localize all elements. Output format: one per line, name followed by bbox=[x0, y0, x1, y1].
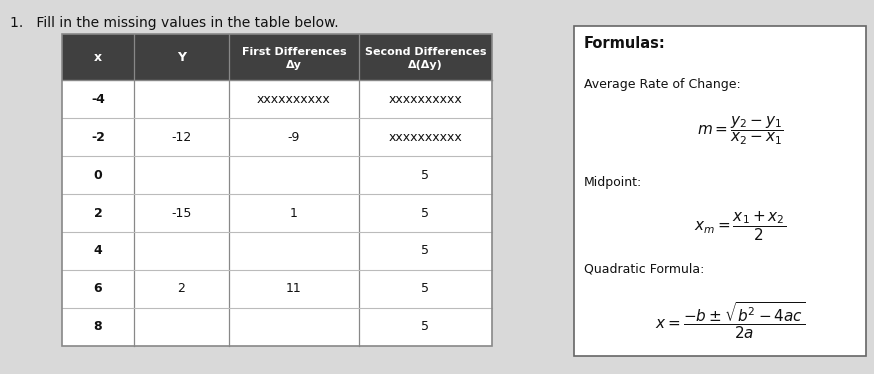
Bar bbox=[62, 34, 492, 80]
Bar bbox=[574, 26, 866, 356]
Text: 1: 1 bbox=[290, 206, 298, 220]
Text: Quadratic Formula:: Quadratic Formula: bbox=[584, 262, 704, 275]
Text: 5: 5 bbox=[421, 282, 429, 295]
Text: 8: 8 bbox=[94, 321, 102, 334]
Text: 4: 4 bbox=[94, 245, 102, 258]
Text: -15: -15 bbox=[171, 206, 191, 220]
Text: Formulas:: Formulas: bbox=[584, 36, 666, 51]
Text: -12: -12 bbox=[171, 131, 191, 144]
Text: 2: 2 bbox=[94, 206, 102, 220]
Text: xxxxxxxxxx: xxxxxxxxxx bbox=[257, 92, 331, 105]
Text: x: x bbox=[94, 50, 102, 64]
Text: First Differences: First Differences bbox=[242, 47, 346, 57]
Text: Average Rate of Change:: Average Rate of Change: bbox=[584, 78, 741, 91]
Bar bbox=[62, 34, 492, 346]
Text: 5: 5 bbox=[421, 169, 429, 181]
Text: 11: 11 bbox=[286, 282, 302, 295]
Text: -2: -2 bbox=[91, 131, 105, 144]
Text: 2: 2 bbox=[177, 282, 185, 295]
Text: 1.   Fill in the missing values in the table below.: 1. Fill in the missing values in the tab… bbox=[10, 16, 338, 30]
Text: Second Differences: Second Differences bbox=[364, 47, 486, 57]
Text: 0: 0 bbox=[94, 169, 102, 181]
Text: $m = \dfrac{y_2 - y_1}{x_2 - x_1}$: $m = \dfrac{y_2 - y_1}{x_2 - x_1}$ bbox=[697, 115, 783, 147]
Text: xxxxxxxxxx: xxxxxxxxxx bbox=[389, 92, 462, 105]
Text: $x = \dfrac{-b \pm \sqrt{b^2 - 4ac}}{2a}$: $x = \dfrac{-b \pm \sqrt{b^2 - 4ac}}{2a}… bbox=[655, 301, 805, 341]
Bar bbox=[62, 34, 492, 346]
Text: -4: -4 bbox=[91, 92, 105, 105]
Text: 5: 5 bbox=[421, 321, 429, 334]
Text: xxxxxxxxxx: xxxxxxxxxx bbox=[389, 131, 462, 144]
Text: 5: 5 bbox=[421, 245, 429, 258]
Text: 6: 6 bbox=[94, 282, 102, 295]
Text: Y: Y bbox=[177, 50, 186, 64]
Text: -9: -9 bbox=[288, 131, 300, 144]
Text: 5: 5 bbox=[421, 206, 429, 220]
Text: Midpoint:: Midpoint: bbox=[584, 176, 642, 189]
Text: Δ(Δy): Δ(Δy) bbox=[408, 60, 443, 70]
Text: $x_m = \dfrac{x_1 + x_2}{2}$: $x_m = \dfrac{x_1 + x_2}{2}$ bbox=[694, 209, 786, 243]
Text: Δy: Δy bbox=[286, 60, 302, 70]
